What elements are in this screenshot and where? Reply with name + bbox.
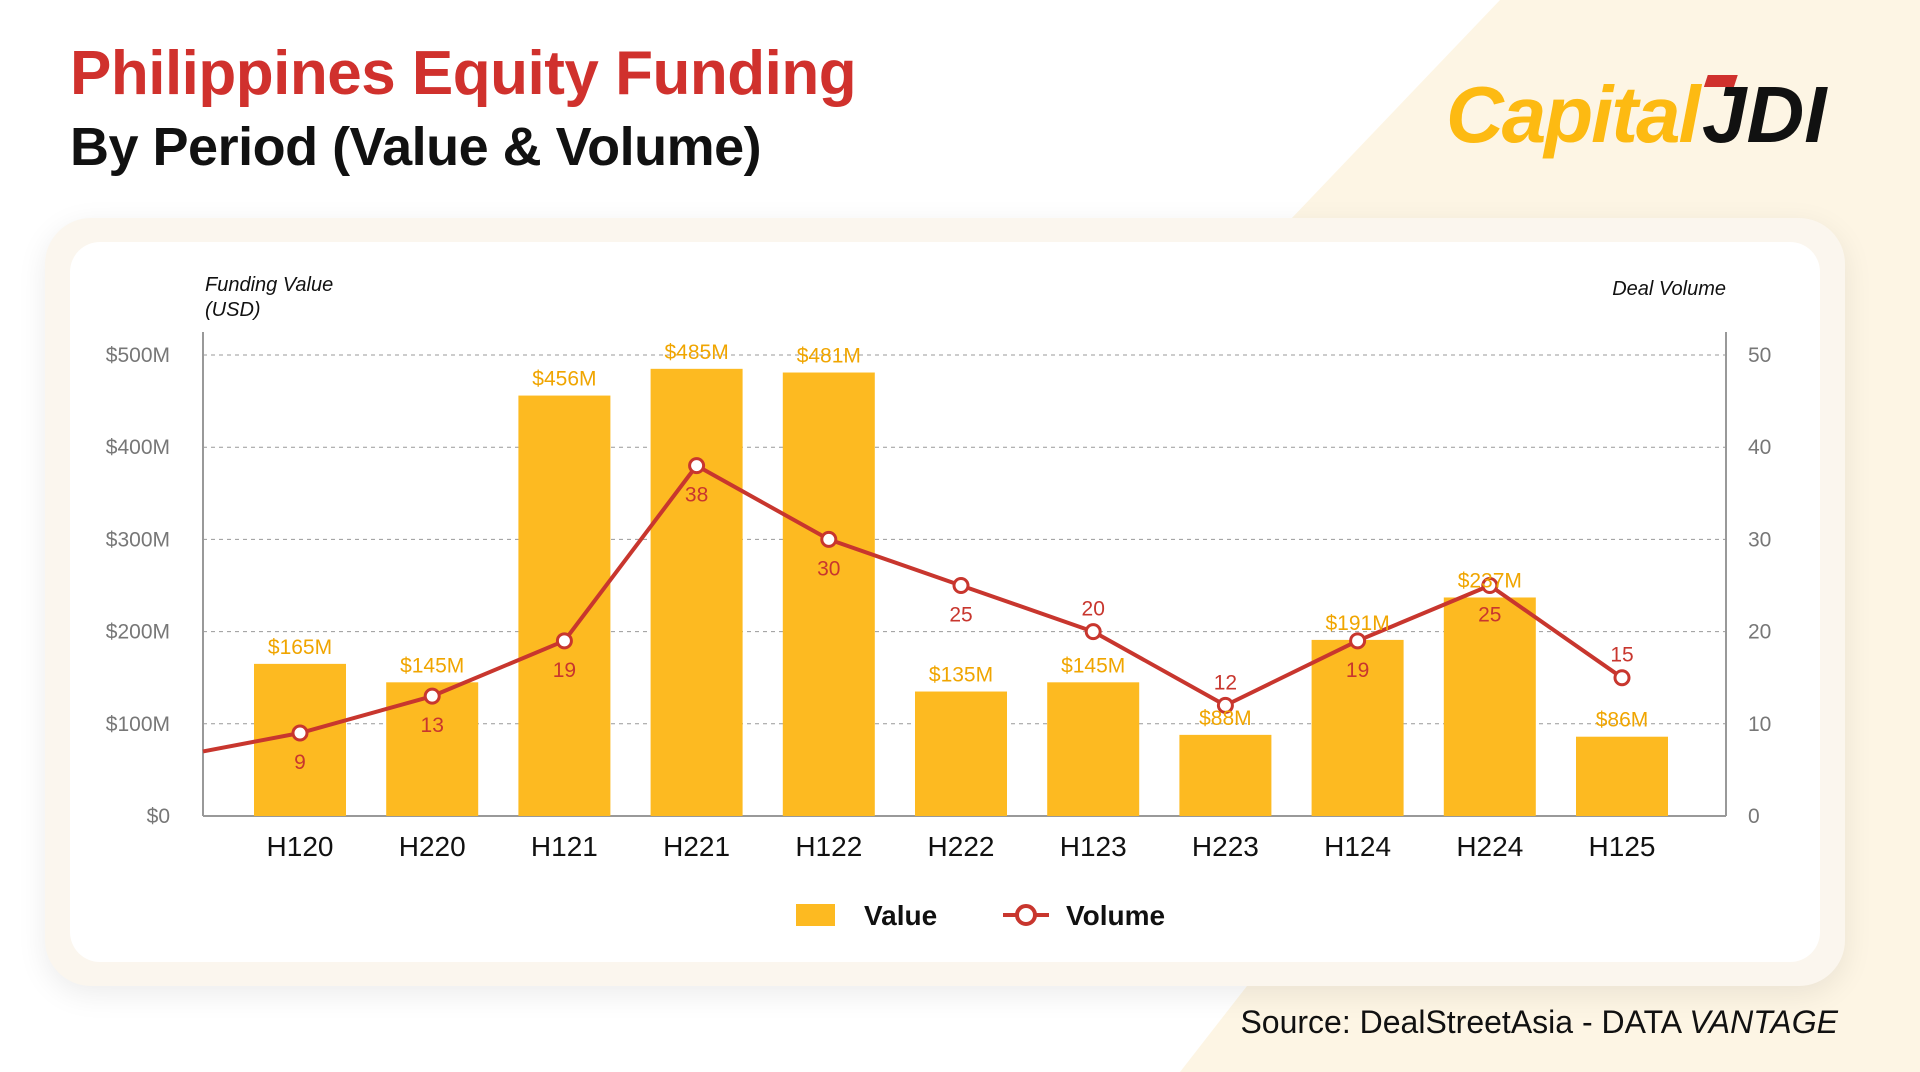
legend-value-swatch <box>796 904 835 926</box>
svg-text:JDI: JDI <box>1702 70 1828 159</box>
left-tick-label: $100M <box>106 713 170 736</box>
page-title: Philippines Equity Funding <box>70 39 857 108</box>
right-tick-label: 30 <box>1748 528 1771 551</box>
x-tick-label: H223 <box>1192 831 1259 862</box>
x-tick-label: H122 <box>795 831 862 862</box>
volume-data-label: 19 <box>1346 659 1369 682</box>
volume-marker <box>1481 577 1499 594</box>
source-emphasis: VANTAGE <box>1689 1004 1838 1040</box>
volume-data-label: 30 <box>817 557 840 580</box>
left-tick-label: $500M <box>106 344 170 367</box>
value-bar <box>915 691 1007 816</box>
x-tick-label: H222 <box>928 831 995 862</box>
volume-data-label: 25 <box>1478 604 1501 627</box>
value-data-label: $191M <box>1325 612 1389 635</box>
volume-data-label: 12 <box>1214 671 1237 694</box>
value-data-label: $145M <box>400 654 464 677</box>
value-data-label: $165M <box>268 636 332 659</box>
legend-volume-marker <box>1015 904 1037 926</box>
right-tick-label: 10 <box>1748 713 1771 736</box>
left-tick-label: $0 <box>147 805 170 828</box>
volume-marker <box>1349 632 1367 650</box>
value-bar <box>518 395 611 816</box>
capital-jdi-logo: Capital JDI <box>1446 70 1828 159</box>
x-tick-label: H125 <box>1589 831 1656 862</box>
value-bar <box>650 368 743 816</box>
value-bar <box>1179 734 1272 816</box>
legend-volume-label: Volume <box>1066 900 1165 931</box>
x-tick-label: H221 <box>663 831 730 862</box>
value-data-label: $135M <box>929 664 993 687</box>
right-axis-title: Deal Volume <box>1612 278 1726 300</box>
volume-marker <box>423 687 441 705</box>
volume-data-label: 25 <box>949 604 972 627</box>
volume-marker <box>1084 623 1102 641</box>
source-note: Source: DealStreetAsia - DATA VANTAGE <box>1240 1004 1838 1041</box>
page-subtitle: By Period (Value & Volume) <box>70 117 762 177</box>
svg-text:Capital: Capital <box>1446 70 1702 159</box>
x-tick-label: H224 <box>1456 831 1523 862</box>
value-data-label: $145M <box>1061 654 1125 677</box>
right-tick-label: 50 <box>1748 344 1771 367</box>
left-tick-label: $200M <box>106 621 170 644</box>
right-tick-label: 40 <box>1748 436 1771 459</box>
x-tick-label: H123 <box>1060 831 1127 862</box>
volume-data-label: 9 <box>294 751 306 774</box>
value-bar <box>782 372 875 816</box>
x-tick-label: H120 <box>267 831 334 862</box>
volume-marker <box>291 724 309 742</box>
value-bar <box>1047 682 1140 816</box>
value-bar <box>1443 597 1536 816</box>
legend-value-label: Value <box>864 900 937 931</box>
value-data-label: $86M <box>1596 709 1649 732</box>
value-data-label: $481M <box>797 345 861 368</box>
volume-data-label: 38 <box>685 484 708 507</box>
right-tick-label: 20 <box>1748 621 1771 644</box>
volume-marker <box>1216 696 1234 714</box>
left-axis-title: Funding Value <box>205 274 333 296</box>
value-data-label: $456M <box>532 368 596 391</box>
volume-line <box>202 463 1624 754</box>
volume-data-label: 20 <box>1082 598 1105 621</box>
source-text: Source: DealStreetAsia - DATA <box>1240 1004 1690 1040</box>
volume-marker <box>820 530 838 548</box>
value-data-label: $485M <box>664 341 728 364</box>
legend: Value Volume <box>796 900 1165 931</box>
left-tick-label: $400M <box>106 436 170 459</box>
left-tick-label: $300M <box>106 528 170 551</box>
volume-marker <box>688 457 706 475</box>
value-data-label: $237M <box>1458 569 1522 592</box>
value-bar <box>1311 639 1404 816</box>
volume-data-label: 19 <box>553 659 576 682</box>
volume-marker <box>952 577 970 594</box>
volume-data-label: 15 <box>1610 644 1633 667</box>
x-tick-label: H220 <box>399 831 466 862</box>
volume-marker <box>555 632 573 650</box>
volume-marker <box>1613 669 1631 687</box>
left-axis-unit: (USD) <box>205 299 261 321</box>
value-data-label: $88M <box>1199 707 1252 730</box>
x-tick-label: H124 <box>1324 831 1391 862</box>
volume-data-label: 13 <box>421 714 444 737</box>
right-tick-label: 0 <box>1748 805 1760 828</box>
value-bar <box>1576 736 1668 816</box>
x-tick-label: H121 <box>531 831 598 862</box>
